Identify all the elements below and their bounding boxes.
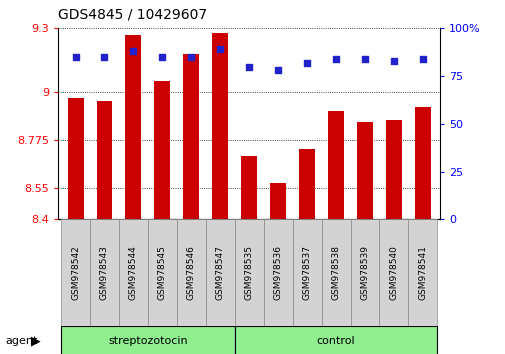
Point xyxy=(302,60,311,65)
Bar xyxy=(125,35,141,219)
Text: GSM978539: GSM978539 xyxy=(360,245,369,300)
Bar xyxy=(270,183,285,219)
Bar xyxy=(234,219,263,326)
Bar xyxy=(61,326,234,354)
Bar xyxy=(241,156,257,219)
Point xyxy=(216,46,224,52)
Point xyxy=(418,56,426,62)
Bar xyxy=(379,219,408,326)
Bar xyxy=(263,219,292,326)
Point xyxy=(71,54,79,60)
Point xyxy=(187,54,195,60)
Text: streptozotocin: streptozotocin xyxy=(108,336,187,346)
Bar xyxy=(68,98,83,219)
Point xyxy=(129,48,137,54)
Text: GSM978542: GSM978542 xyxy=(71,245,80,300)
Bar xyxy=(414,107,430,219)
Bar xyxy=(154,81,170,219)
Bar xyxy=(177,219,206,326)
Bar xyxy=(183,54,199,219)
Text: GSM978541: GSM978541 xyxy=(418,245,427,300)
Text: ▶: ▶ xyxy=(31,334,41,347)
Bar xyxy=(90,219,119,326)
Bar xyxy=(147,219,177,326)
Bar xyxy=(96,101,112,219)
Bar xyxy=(385,120,401,219)
Bar xyxy=(292,219,321,326)
Text: control: control xyxy=(316,336,355,346)
Point xyxy=(274,68,282,73)
Bar xyxy=(327,111,343,219)
Bar xyxy=(212,33,228,219)
Text: GDS4845 / 10429607: GDS4845 / 10429607 xyxy=(58,7,207,21)
Text: GSM978543: GSM978543 xyxy=(100,245,109,300)
Point xyxy=(158,54,166,60)
Text: GSM978540: GSM978540 xyxy=(389,245,397,300)
Text: GSM978547: GSM978547 xyxy=(215,245,224,300)
Point xyxy=(389,58,397,64)
Bar xyxy=(408,219,436,326)
Bar xyxy=(234,326,436,354)
Bar xyxy=(350,219,379,326)
Bar xyxy=(119,219,147,326)
Point xyxy=(100,54,109,60)
Bar xyxy=(357,122,372,219)
Bar xyxy=(321,219,350,326)
Text: GSM978536: GSM978536 xyxy=(273,245,282,300)
Bar xyxy=(206,219,234,326)
Text: GSM978545: GSM978545 xyxy=(158,245,167,300)
Text: GSM978546: GSM978546 xyxy=(186,245,195,300)
Bar xyxy=(298,149,315,219)
Text: GSM978537: GSM978537 xyxy=(302,245,311,300)
Bar xyxy=(61,219,90,326)
Point xyxy=(245,64,253,69)
Point xyxy=(360,56,368,62)
Text: GSM978535: GSM978535 xyxy=(244,245,253,300)
Text: GSM978544: GSM978544 xyxy=(129,245,138,300)
Text: agent: agent xyxy=(5,336,37,346)
Text: GSM978538: GSM978538 xyxy=(331,245,340,300)
Point xyxy=(331,56,339,62)
